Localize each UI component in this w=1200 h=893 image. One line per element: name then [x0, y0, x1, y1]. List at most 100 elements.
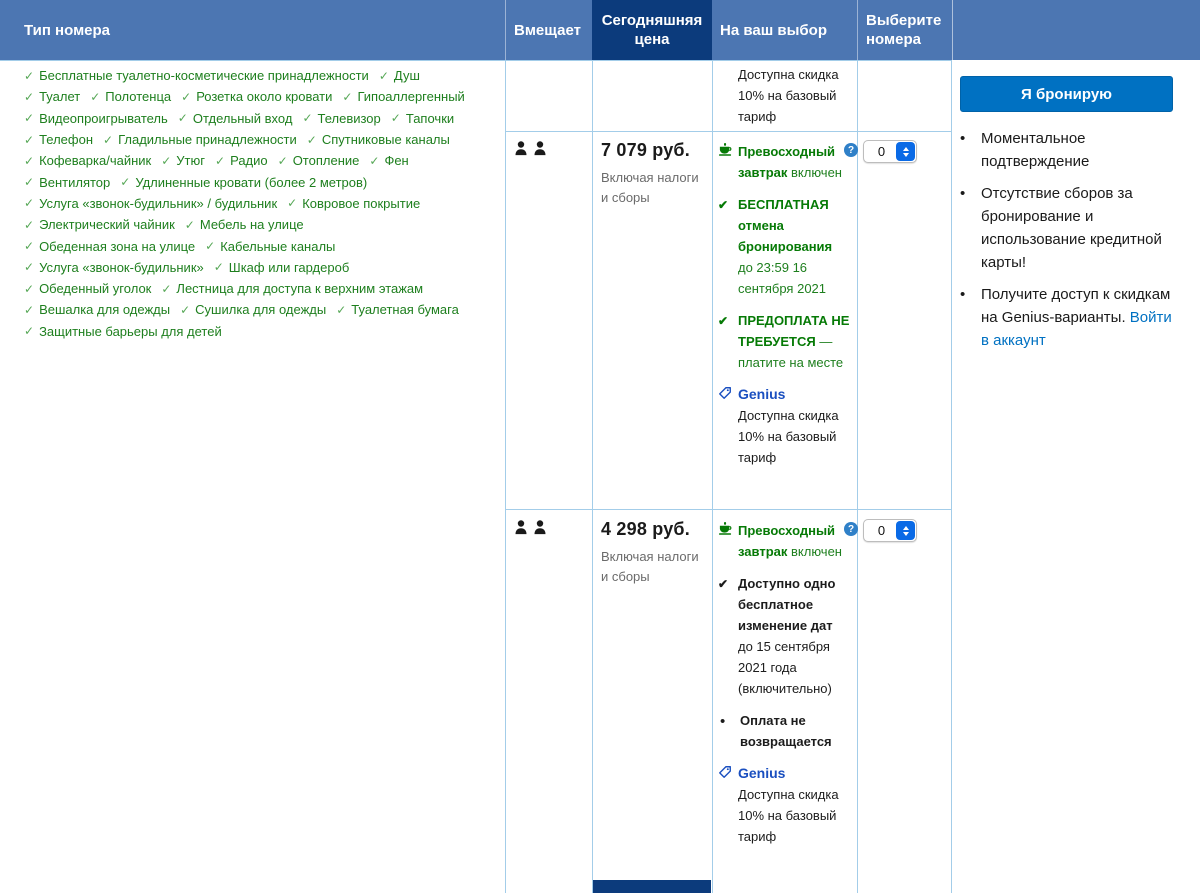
help-icon[interactable]: ? — [844, 143, 858, 157]
check-icon: ✓ — [24, 68, 35, 83]
amenities-line: ✓ Кофеварка/чайник ✓ Утюг ✓ Радио ✓ Отопление ✓ Ф… — [24, 150, 502, 171]
amenities-line: ✓ Защитные барьеры для детей — [24, 321, 502, 342]
amenity-item: ✓ Розетка около кровати — [181, 89, 332, 104]
rate-condition: Превосходный завтрак включен? — [718, 141, 858, 183]
check-icon: ✓ — [120, 175, 131, 190]
column-header-filler — [952, 0, 1200, 60]
benefit-item: • Отсутствие сборов за бронирование и исп… — [960, 182, 1188, 274]
amenity-item: ✓ Услуга «звонок-будильник» / будильник — [24, 196, 277, 211]
amenity-item: ✓ Фен — [369, 153, 408, 168]
condition-highlight: Оплата не возвращается — [740, 713, 832, 749]
select-value: 0 — [877, 523, 886, 538]
amenities-list: ✓ Бесплатные туалетно-косметические прина… — [24, 65, 502, 342]
check-icon: ✓ — [103, 132, 114, 147]
rate-condition: ✔ ПРЕДОПЛАТА НЕ ТРЕБУЕТСЯ — платите на ме… — [718, 310, 854, 373]
amenities-line: ✓ Обеденный уголок ✓ Лестница для доступа к… — [24, 278, 502, 299]
stepper-icon[interactable] — [896, 521, 915, 540]
rate-conditions: Превосходный завтрак включен? ✔ БЕСПЛАТНАЯ… — [718, 141, 858, 479]
amenity-label: Душ — [393, 68, 420, 84]
person-icon — [534, 141, 546, 156]
bullet-icon: • — [960, 130, 966, 147]
amenity-label: Кабельные каналы — [220, 238, 336, 254]
amenity-label: Розетка около кровати — [196, 89, 333, 105]
amenity-item: ✓ Вентилятор — [24, 175, 110, 190]
genius-label: Genius — [738, 386, 786, 402]
column-border — [857, 60, 858, 893]
check-icon: ✓ — [184, 217, 195, 232]
amenity-label: Услуга «звонок-будильник» / будильник — [39, 195, 278, 211]
cup-icon — [718, 141, 738, 183]
amenity-label: Туалет — [39, 89, 81, 105]
occupancy-icons — [513, 519, 548, 536]
amenity-item: ✓ Спутниковые каналы — [307, 132, 450, 147]
check-icon: ✓ — [24, 260, 35, 275]
price-amount: 7 079 руб. — [601, 140, 690, 160]
select-value: 0 — [877, 144, 886, 159]
help-icon[interactable]: ? — [844, 522, 858, 536]
amenity-item: ✓ Мебель на улице — [185, 217, 304, 232]
amenity-item: ✓ Утюг — [161, 153, 205, 168]
amenity-label: Кофеварка/чайник — [39, 153, 152, 169]
price-amount: 4 298 руб. — [601, 519, 690, 539]
price-note: Включая налоги и сборы — [601, 170, 699, 205]
genius-label: Genius — [738, 765, 786, 781]
rate-condition: ✔ Доступно одно бесплатное изменение дат … — [718, 573, 854, 699]
amenity-label: Видеопроигрыватель — [39, 110, 168, 126]
amenity-item: ✓ Сушилка для одежды — [180, 302, 326, 317]
check-icon: ✓ — [181, 89, 192, 104]
check-icon: ✓ — [161, 153, 172, 168]
amenity-label: Фен — [384, 153, 409, 169]
condition-highlight: БЕСПЛАТНАЯ отмена бронирования — [738, 197, 833, 254]
benefit-item: • Получите доступ к скидкам на Genius-вар… — [960, 283, 1188, 352]
check-icon: ✓ — [205, 239, 216, 254]
amenity-label: Гладильные принадлежности — [118, 132, 297, 148]
room-quantity-select[interactable]: 0 — [863, 140, 917, 163]
check-icon: ✔ — [718, 577, 729, 591]
amenity-item: ✓ Гладильные принадлежности — [103, 132, 297, 147]
condition-text: до 23:59 16 сентября 2021 — [738, 260, 827, 296]
cup-icon — [718, 520, 738, 562]
sign-in-link[interactable]: Войти в аккаунт — [981, 309, 1172, 349]
amenity-item: ✓ Кофеварка/чайник — [24, 153, 151, 168]
amenities-line: ✓ Услуга «звонок-будильник» / будильник ✓ К… — [24, 193, 502, 214]
amenity-item: ✓ Услуга «звонок-будильник» — [24, 260, 204, 275]
amenity-item: ✓ Отдельный вход — [178, 111, 293, 126]
stepper-icon[interactable] — [896, 142, 915, 161]
condition-text: до 15 сентября 2021 года (включительно) — [738, 639, 832, 696]
check-icon: ✔ — [718, 198, 729, 212]
amenity-label: Телевизор — [317, 110, 381, 126]
amenities-line: ✓ Видеопроигрыватель ✓ Отдельный вход ✓ Телев… — [24, 108, 502, 129]
book-button[interactable]: Я бронирую — [960, 76, 1173, 112]
check-icon: ✓ — [180, 302, 191, 317]
check-icon: ✓ — [336, 302, 347, 317]
check-icon: ✓ — [306, 132, 317, 147]
amenity-label: Удлиненные кровати (более 2 метров) — [135, 174, 368, 190]
amenity-item: ✓ Обеденная зона на улице — [24, 239, 195, 254]
check-icon: ✓ — [287, 196, 298, 211]
amenity-item: ✓ Телефон — [24, 132, 93, 147]
benefit-item: • Моментальное подтверждение — [960, 127, 1188, 173]
check-icon: ✓ — [213, 260, 224, 275]
condition-highlight: ПРЕДОПЛАТА НЕ ТРЕБУЕТСЯ — [738, 313, 850, 349]
rate-conditions: Превосходный завтрак включен? ✔ Доступно о… — [718, 520, 858, 858]
amenity-item: ✓ Душ — [379, 68, 420, 83]
amenities-line: ✓ Обеденная зона на улице ✓ Кабельные канал… — [24, 235, 502, 256]
amenities-line: ✓ Туалет ✓ Полотенца ✓ Розетка около кровати ✓… — [24, 86, 502, 107]
rate-condition: Превосходный завтрак включен? — [718, 520, 858, 562]
condition-indent — [718, 64, 738, 127]
person-icon — [515, 141, 527, 156]
check-icon: ✓ — [302, 111, 313, 126]
amenity-item: ✓ Удлиненные кровати (более 2 метров) — [120, 175, 367, 190]
bullet-icon: • — [960, 286, 966, 303]
room-quantity-select[interactable]: 0 — [863, 519, 917, 542]
check-icon: ✓ — [277, 153, 288, 168]
amenity-label: Утюг — [176, 153, 206, 169]
amenity-item: ✓ Телевизор — [302, 111, 380, 126]
amenity-label: Сушилка для одежды — [195, 302, 327, 318]
amenity-label: Услуга «звонок-будильник» — [39, 259, 204, 275]
check-icon: ✓ — [177, 111, 188, 126]
check-icon: ✓ — [342, 89, 353, 104]
condition-text: включен — [791, 165, 842, 180]
amenities-line: ✓ Электрический чайник ✓ Мебель на улице — [24, 214, 502, 235]
column-header-room-type: Тип номера — [24, 21, 111, 39]
